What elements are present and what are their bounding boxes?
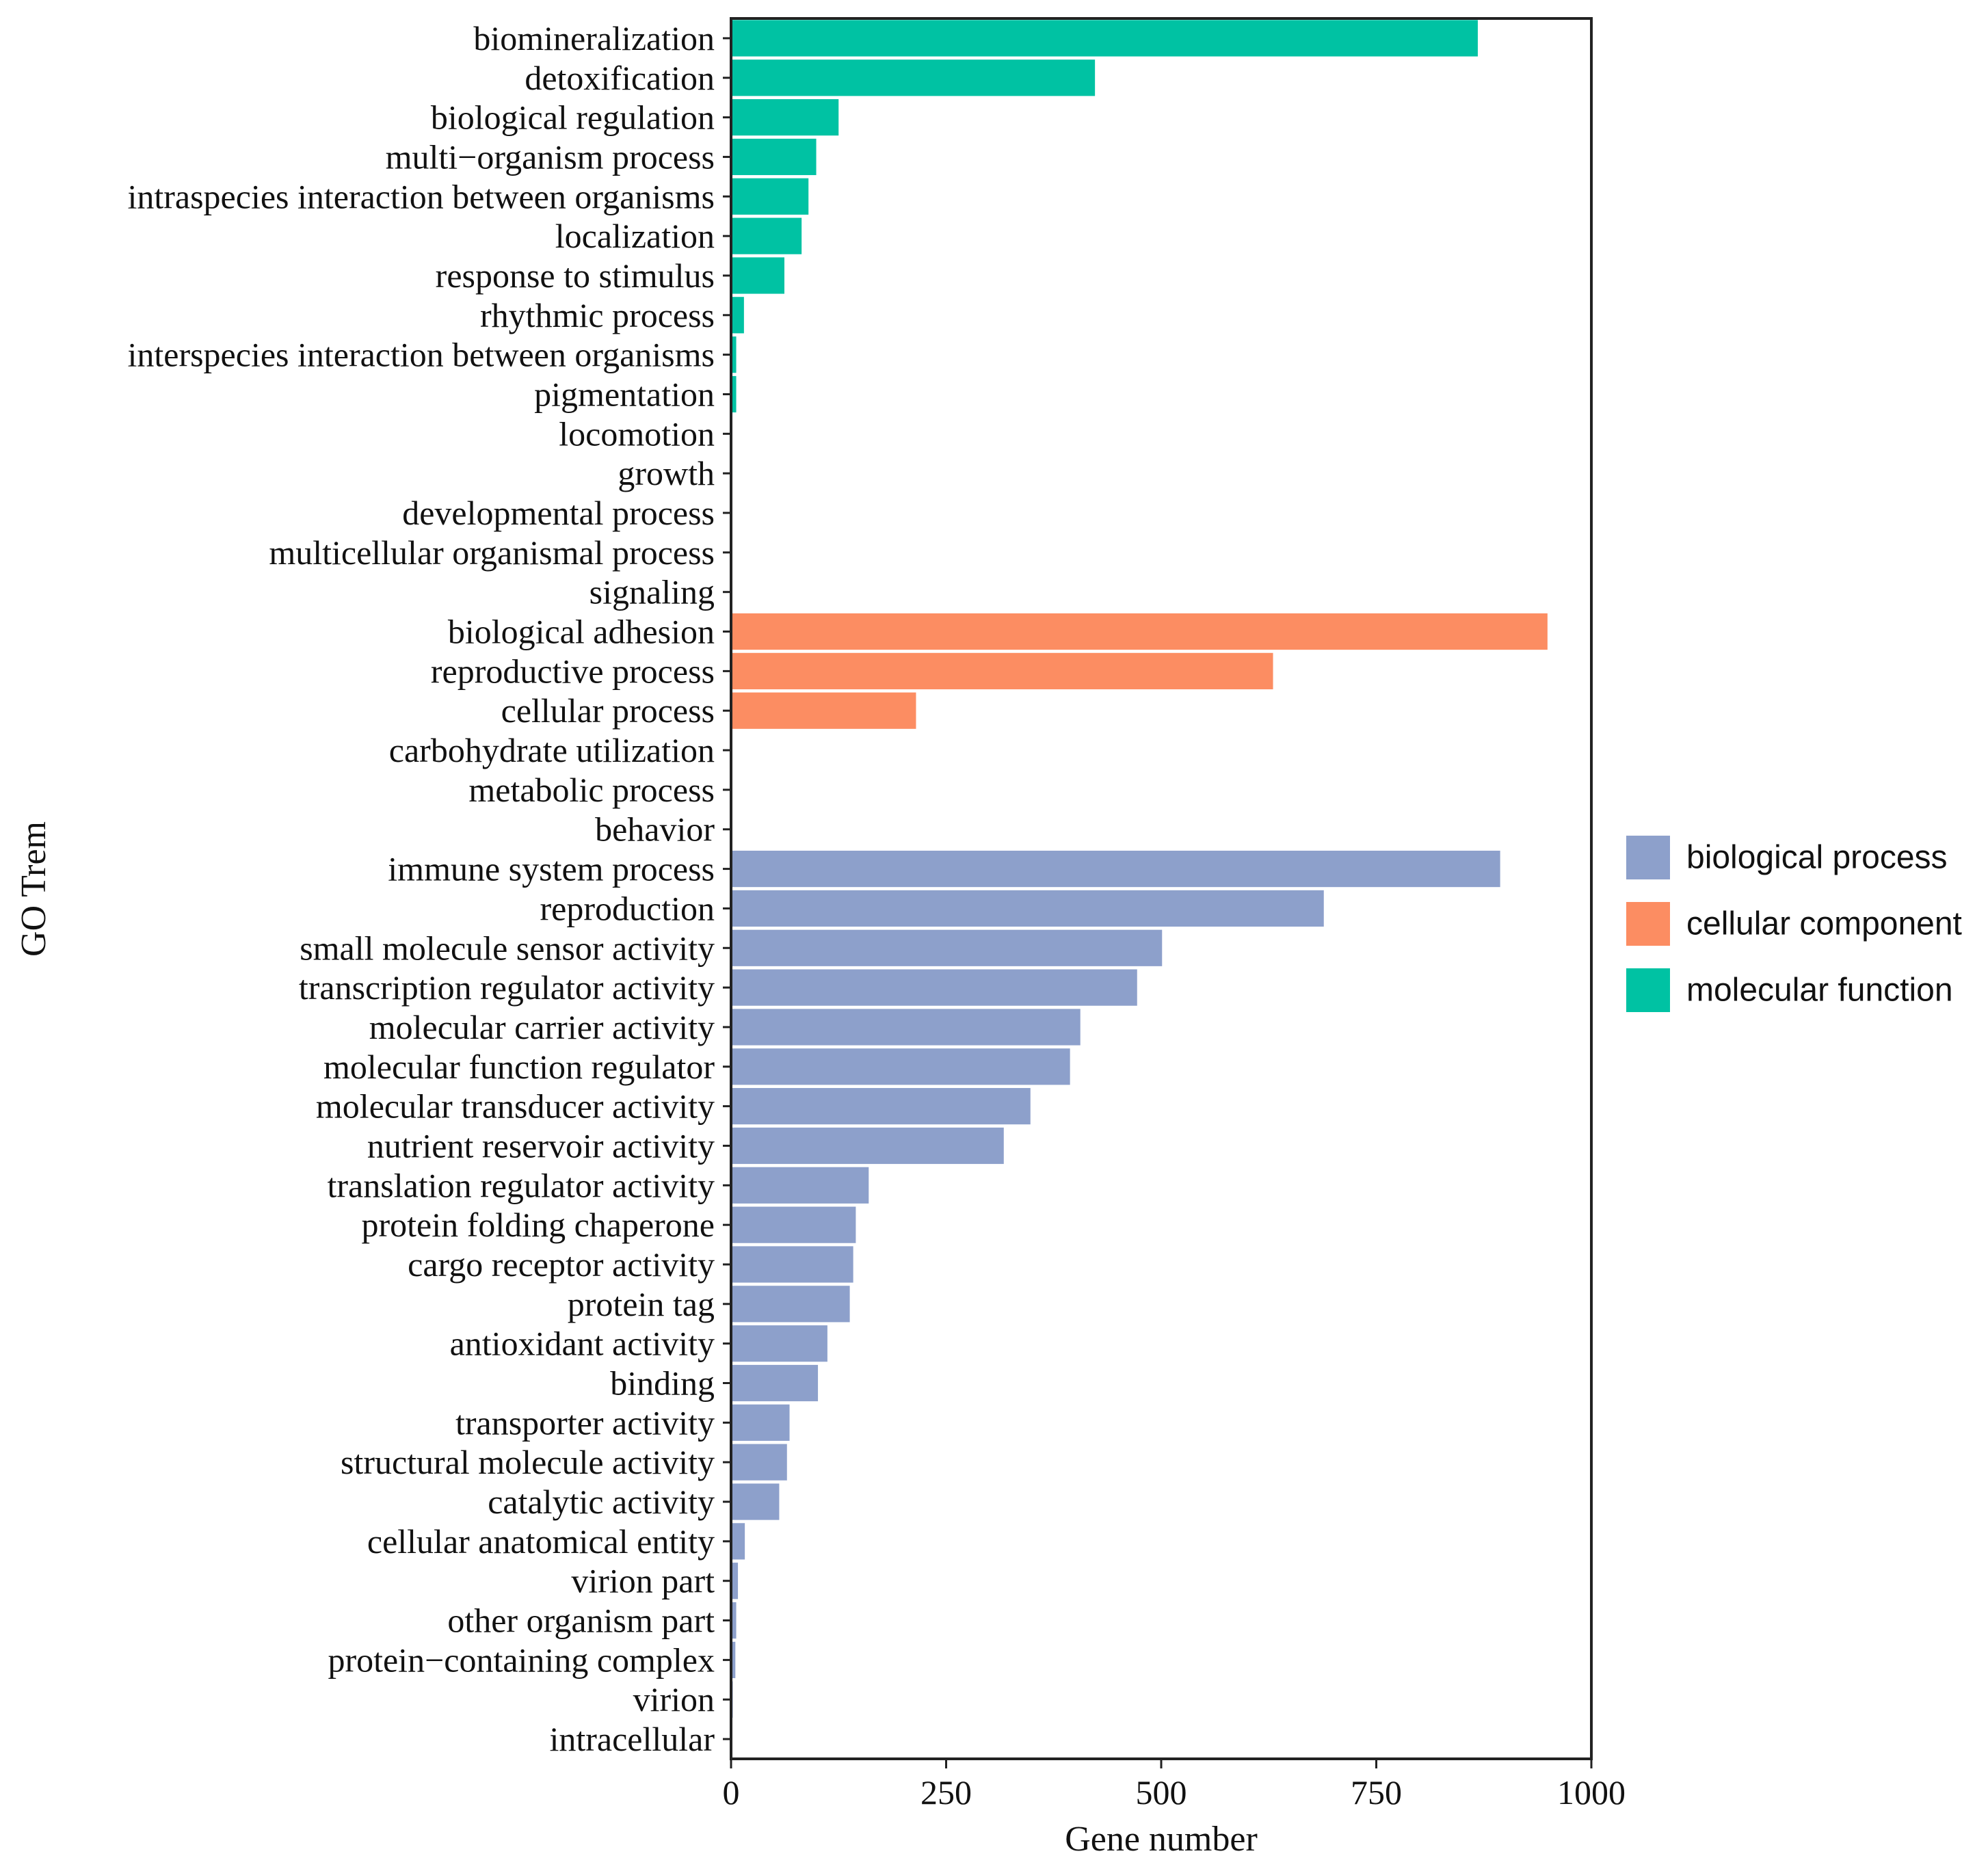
y-tick-label-response-to-stimulus: response to stimulus (436, 256, 715, 295)
y-tick-label-intraspecies-interaction-between-organisms: intraspecies interaction between organis… (127, 177, 715, 215)
x-axis-title: Gene number (1065, 1820, 1258, 1859)
bar-pigmentation (731, 375, 737, 413)
bar-structural-molecule-activity (731, 1444, 787, 1481)
bar-protein-folding-chaperone (731, 1206, 856, 1243)
x-tick-label-250: 250 (920, 1773, 972, 1812)
y-tick-label-metabolic-process: metabolic process (468, 771, 715, 809)
y-tick-label-interspecies-interaction-between-organisms: interspecies interaction between organis… (127, 336, 715, 374)
bar-cellular-process (731, 692, 916, 729)
bar-localization (731, 217, 802, 254)
bar-virion-part (731, 1563, 739, 1600)
bar-biomineralization (731, 20, 1478, 57)
y-tick-label-catalytic-activity: catalytic activity (488, 1483, 715, 1521)
y-tick-label-molecular-function-regulator: molecular function regulator (323, 1048, 715, 1086)
y-tick-label-protein-tag: protein tag (568, 1285, 715, 1323)
y-axis-ticks: biomineralizationdetoxificationbiologica… (127, 19, 731, 1758)
y-tick-label-carbohydrate-utilization: carbohydrate utilization (389, 731, 715, 769)
y-tick-label-immune-system-process: immune system process (388, 850, 715, 888)
y-tick-label-reproductive-process: reproductive process (431, 652, 715, 690)
bar-reproductive-process (731, 652, 1273, 689)
y-tick-label-locomotion: locomotion (559, 414, 715, 453)
bar-molecular-transducer-activity (731, 1088, 1031, 1125)
bar-transporter-activity (731, 1404, 790, 1441)
bar-detoxification (731, 59, 1096, 96)
x-tick-label-1000: 1000 (1557, 1773, 1626, 1812)
legend-label-cellular-component: cellular component (1686, 906, 1962, 942)
bar-small-molecule-sensor-activity (731, 929, 1163, 966)
bar-biological-adhesion (731, 613, 1548, 650)
y-tick-label-behavior: behavior (595, 810, 715, 849)
y-tick-label-developmental-process: developmental process (402, 494, 715, 532)
legend-swatch-cellular-component (1626, 902, 1670, 946)
y-tick-label-cellular-anatomical-entity: cellular anatomical entity (367, 1522, 715, 1561)
bar-interspecies-interaction-between-organisms (731, 336, 737, 373)
y-tick-label-nutrient-reservoir-activity: nutrient reservoir activity (367, 1126, 715, 1165)
bar-protein-tag (731, 1286, 850, 1323)
bar-transcription-regulator-activity (731, 969, 1137, 1006)
legend-swatch-molecular-function (1626, 968, 1670, 1012)
bar-cargo-receptor-activity (731, 1246, 853, 1283)
legend-swatch-biological-process (1626, 836, 1670, 879)
bar-catalytic-activity (731, 1483, 780, 1520)
y-tick-label-antioxidant-activity: antioxidant activity (450, 1325, 715, 1363)
y-tick-label-rhythmic-process: rhythmic process (480, 296, 715, 334)
x-tick-label-500: 500 (1136, 1773, 1187, 1812)
y-tick-label-multi-organism-process: multi−organism process (386, 137, 715, 176)
x-tick-label-0: 0 (723, 1773, 740, 1812)
bar-other-organism-part (731, 1602, 737, 1639)
x-tick-label-750: 750 (1351, 1773, 1402, 1812)
y-tick-label-intracellular: intracellular (549, 1720, 715, 1758)
bar-immune-system-process (731, 850, 1500, 888)
y-tick-label-detoxification: detoxification (525, 59, 715, 97)
y-tick-label-multicellular-organismal-process: multicellular organismal process (269, 533, 715, 572)
bar-rhythmic-process (731, 297, 744, 334)
legend: biological process cellular component mole… (1626, 836, 1962, 1012)
y-tick-label-translation-regulator-activity: translation regulator activity (328, 1166, 715, 1204)
bar-reproduction (731, 890, 1324, 927)
y-axis-title: GO Trem (14, 821, 53, 957)
y-tick-label-transporter-activity: transporter activity (455, 1403, 715, 1442)
plot-frame (730, 17, 1593, 1760)
y-tick-label-biomineralization: biomineralization (473, 19, 715, 57)
y-tick-label-virion-part: virion part (571, 1562, 715, 1600)
y-tick-label-cellular-process: cellular process (501, 691, 715, 730)
bar-antioxidant-activity (731, 1325, 827, 1362)
bar-translation-regulator-activity (731, 1167, 869, 1204)
y-tick-label-biological-regulation: biological regulation (431, 98, 715, 137)
bar-nutrient-reservoir-activity (731, 1127, 1004, 1165)
y-tick-label-binding: binding (610, 1364, 715, 1403)
y-tick-label-growth: growth (618, 454, 715, 492)
bar-response-to-stimulus (731, 257, 784, 294)
bar-multi-organism-process (731, 138, 817, 176)
bar-binding (731, 1364, 819, 1402)
y-tick-label-signaling: signaling (589, 573, 715, 611)
legend-label-molecular-function: molecular function (1686, 972, 1953, 1009)
legend-label-biological-process: biological process (1686, 840, 1948, 876)
y-tick-label-molecular-carrier-activity: molecular carrier activity (369, 1008, 715, 1046)
y-tick-label-pigmentation: pigmentation (534, 375, 715, 413)
bar-biological-regulation (731, 98, 839, 136)
y-tick-label-biological-adhesion: biological adhesion (448, 613, 715, 651)
bar-cellular-anatomical-entity (731, 1523, 745, 1560)
y-tick-label-virion: virion (633, 1680, 715, 1719)
bar-protein-containing-complex (731, 1641, 736, 1679)
y-tick-label-molecular-transducer-activity: molecular transducer activity (316, 1087, 715, 1126)
y-tick-label-small-molecule-sensor-activity: small molecule sensor activity (300, 929, 715, 967)
y-tick-label-cargo-receptor-activity: cargo receptor activity (408, 1245, 715, 1284)
y-tick-label-structural-molecule-activity: structural molecule activity (341, 1443, 715, 1481)
y-tick-label-transcription-regulator-activity: transcription regulator activity (299, 968, 715, 1007)
bar-molecular-function-regulator (731, 1048, 1070, 1085)
bar-molecular-carrier-activity (731, 1009, 1081, 1046)
y-tick-label-protein-folding-chaperone: protein folding chaperone (362, 1206, 715, 1244)
x-axis-ticks: 0 250 500 750 1000 (723, 1759, 1626, 1812)
y-tick-label-other-organism-part: other organism part (447, 1602, 715, 1640)
y-tick-label-protein-containing-complex: protein−containing complex (328, 1641, 715, 1679)
bars-layer (731, 20, 1548, 1757)
y-tick-label-localization: localization (555, 217, 715, 255)
y-tick-label-reproduction: reproduction (540, 889, 715, 927)
bar-intraspecies-interaction-between-organisms (731, 178, 809, 215)
